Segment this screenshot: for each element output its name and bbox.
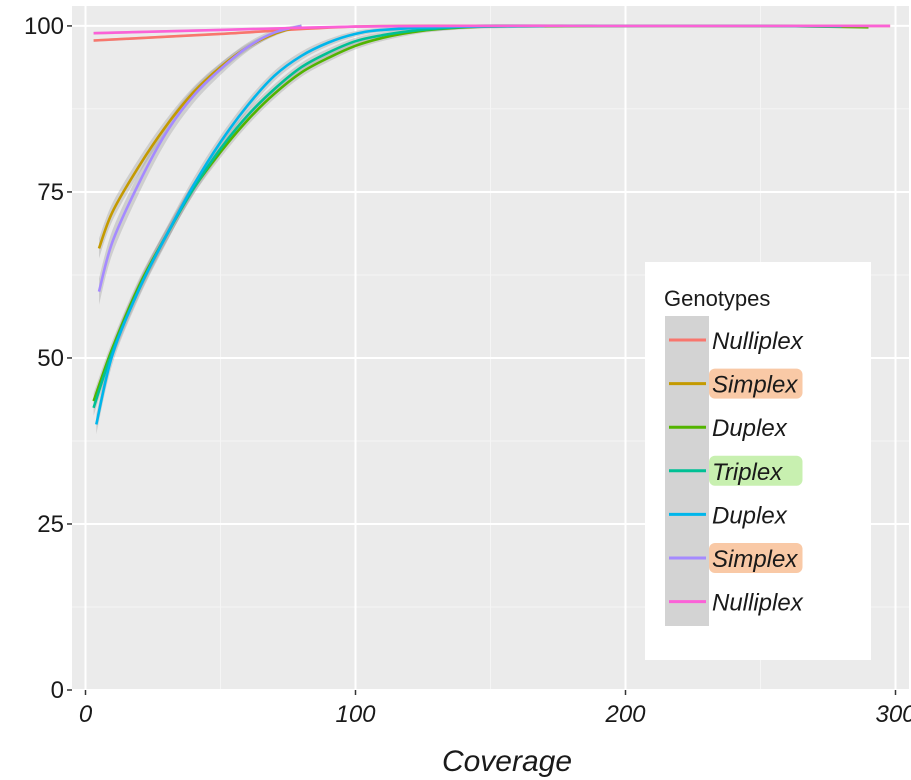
x-tick-label: 0 bbox=[79, 701, 93, 728]
series-line-5 bbox=[97, 24, 302, 292]
legend-label-6: Nulliplex bbox=[712, 590, 804, 617]
legend-label-4: Duplex bbox=[712, 502, 788, 529]
y-tick-label: 75 bbox=[37, 179, 64, 206]
y-tick-label: 100 bbox=[24, 13, 64, 40]
x-axis: 0 100 200 300 bbox=[79, 690, 911, 728]
legend-label-highlight bbox=[709, 543, 803, 573]
legend-label-0: Nulliplex bbox=[712, 328, 804, 355]
legend-entries: Nulliplex Simplex Duplex Triplex Duplex Simpl… bbox=[669, 328, 804, 617]
grid-major bbox=[72, 6, 909, 691]
legend-label-1: Simplex bbox=[712, 372, 798, 399]
y-tick-label: 0 bbox=[51, 677, 64, 704]
series-line-4 bbox=[95, 24, 545, 425]
y-tick-label: 25 bbox=[37, 511, 64, 538]
legend-title: Genotypes bbox=[664, 286, 770, 311]
legend: Genotypes Nulliplex Simplex Duplex Triplex D… bbox=[645, 262, 871, 660]
x-tick-label: 200 bbox=[604, 701, 646, 728]
x-tick-label: 100 bbox=[335, 701, 376, 728]
series-lines bbox=[92, 24, 891, 425]
series-line-6 bbox=[93, 24, 891, 35]
legend-label-5: Simplex bbox=[712, 546, 798, 573]
legend-label-3: Triplex bbox=[712, 459, 783, 486]
x-tick-label: 300 bbox=[875, 701, 911, 728]
legend-label-2: Duplex bbox=[712, 415, 788, 442]
y-tick-label: 50 bbox=[37, 345, 64, 372]
x-axis-title: Coverage bbox=[442, 745, 572, 778]
y-axis: 0 25 50 75 100 bbox=[24, 13, 72, 704]
legend-label-highlight bbox=[709, 455, 803, 486]
legend-label-highlight bbox=[709, 368, 803, 399]
